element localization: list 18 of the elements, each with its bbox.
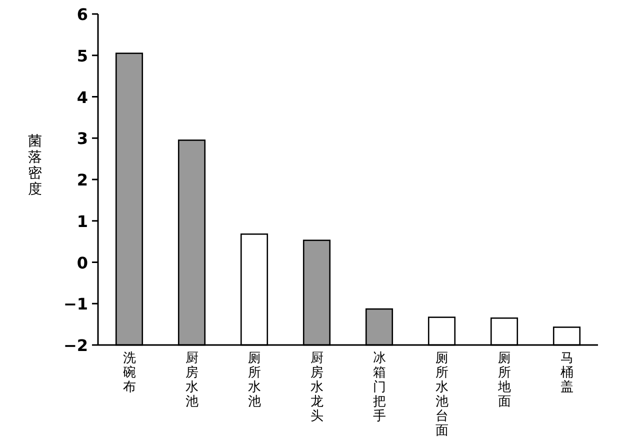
y-tick-label: 6 [76,5,88,24]
y-tick-label: 4 [76,88,88,107]
y-tick-label: −2 [63,336,88,355]
x-tick-label: 厨房水池 [185,351,198,410]
y-tick-label: −1 [63,294,88,314]
y-tick-label: 2 [76,170,88,190]
x-tick-label: 厨房水龙头 [310,351,324,424]
x-tick-label: 冰箱门把手 [372,351,386,424]
y-tick-label: 3 [76,129,88,148]
x-tick-label: 洗碗布 [122,351,136,395]
x-tick-label: 厕所地面 [496,351,511,410]
x-tick-label: 厕所水池台面 [435,351,448,438]
x-tick-label: 马桶盖 [560,351,574,395]
y-axis-title: 菌落密度 [28,134,42,198]
y-tick-label: 1 [76,212,88,231]
y-tick-label: 5 [76,46,88,66]
x-tick-label: 厕所水池 [248,351,261,410]
y-tick-label: 0 [76,253,88,272]
